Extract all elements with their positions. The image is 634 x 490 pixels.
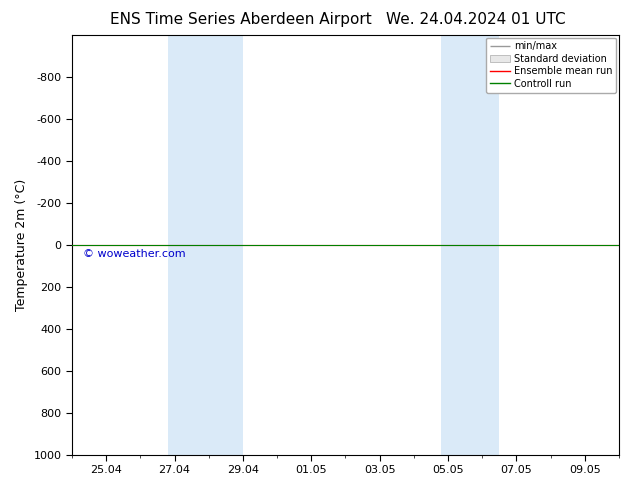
Bar <box>168 35 243 455</box>
Bar <box>441 35 500 455</box>
Legend: min/max, Standard deviation, Ensemble mean run, Controll run: min/max, Standard deviation, Ensemble me… <box>486 38 616 93</box>
Text: © woweather.com: © woweather.com <box>83 249 186 259</box>
Text: ENS Time Series Aberdeen Airport: ENS Time Series Aberdeen Airport <box>110 12 372 27</box>
Text: We. 24.04.2024 01 UTC: We. 24.04.2024 01 UTC <box>385 12 566 27</box>
Y-axis label: Temperature 2m (°C): Temperature 2m (°C) <box>15 178 28 311</box>
